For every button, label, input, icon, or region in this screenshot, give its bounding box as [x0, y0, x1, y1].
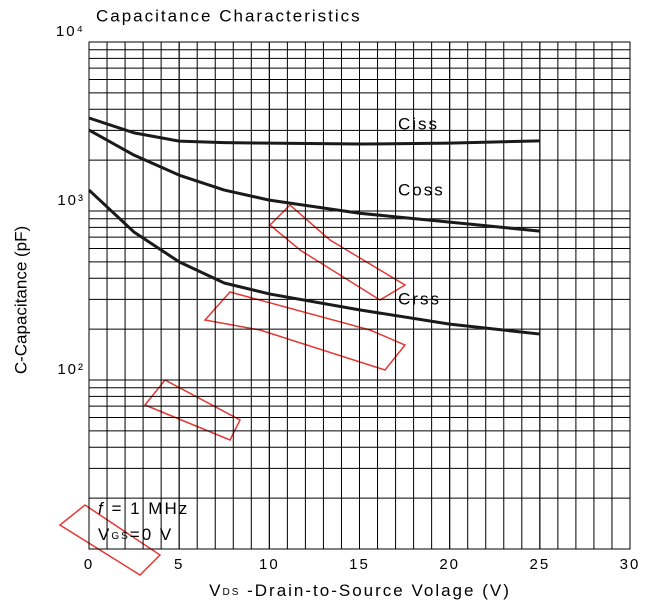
x-tick-label: 5 — [174, 556, 184, 573]
y-tick-label: 10³ — [57, 192, 85, 209]
x-tick-label: 10 — [259, 556, 280, 573]
annotation-main: V — [98, 525, 111, 544]
x-label-rest: -Drain-to-Source Volage (V) — [240, 581, 510, 600]
annotation-rest: =0 V — [130, 525, 173, 544]
x-tick-label: 15 — [349, 556, 370, 573]
x-label-main: V — [209, 581, 222, 600]
annotation-text: = 1 MHz — [105, 499, 190, 518]
series-line — [87, 188, 540, 336]
watermark — [58, 203, 407, 576]
y-tick-label: 10² — [57, 361, 85, 378]
series-line — [88, 116, 540, 146]
x-label-sub: DS — [222, 587, 240, 598]
annotation: f = 1 MHz — [98, 499, 189, 518]
x-tick-label: 0 — [84, 556, 94, 573]
chart-title: Capacitance Characteristics — [96, 6, 362, 25]
annotation-sub: GS — [111, 531, 129, 542]
x-tick-label: 25 — [529, 556, 550, 573]
series-line — [88, 128, 540, 233]
series-label: Ciss — [398, 114, 439, 133]
y-tick-label: 10⁴ — [56, 23, 85, 40]
x-tick-label: 20 — [439, 556, 460, 573]
x-tick-label: 30 — [620, 556, 641, 573]
annotation-italic: f — [98, 499, 105, 518]
annotation: VGS=0 V — [98, 525, 173, 544]
y-axis-label: C-Capacitance (pF) — [11, 226, 30, 374]
series-label: Crss — [398, 289, 441, 308]
series-label: Coss — [398, 180, 445, 199]
x-axis-label: VDS -Drain-to-Source Volage (V) — [209, 581, 511, 600]
